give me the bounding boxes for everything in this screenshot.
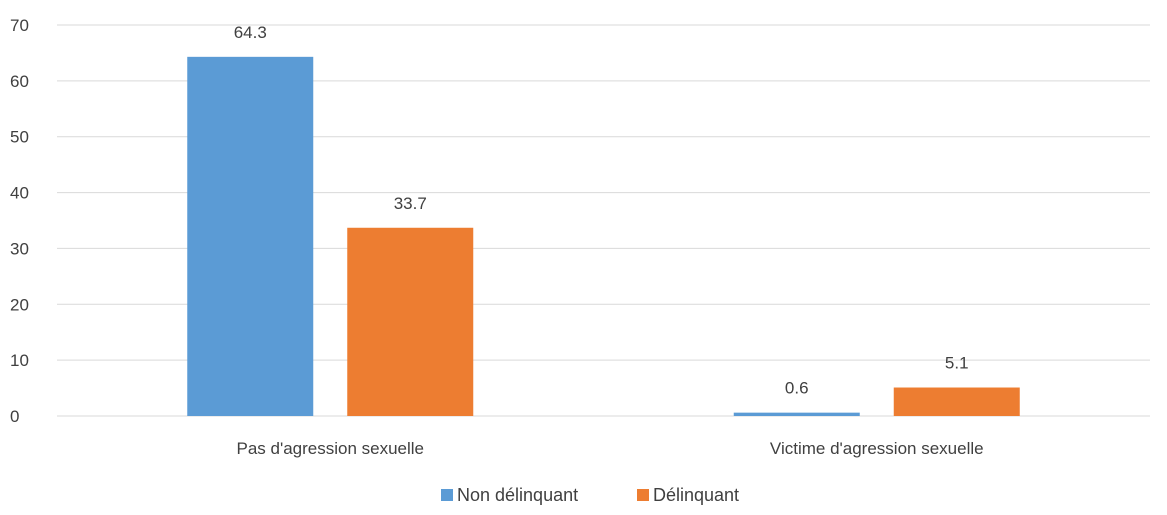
- data-label: 0.6: [785, 379, 809, 398]
- x-axis-categories: Pas d'agression sexuelle Victime d'agress…: [236, 439, 983, 458]
- legend-label: Délinquant: [653, 485, 739, 505]
- data-labels: 64.3 33.7 0.6 5.1: [234, 23, 969, 398]
- x-category-label: Pas d'agression sexuelle: [236, 439, 424, 458]
- y-tick-label: 10: [10, 351, 29, 370]
- x-category-label: Victime d'agression sexuelle: [770, 439, 984, 458]
- y-tick-label: 60: [10, 72, 29, 91]
- data-label: 33.7: [394, 194, 427, 213]
- bar-non-delinquant: [733, 412, 860, 416]
- legend-swatch: [637, 489, 649, 501]
- y-tick-label: 0: [10, 407, 19, 426]
- y-axis-ticks: 0 10 20 30 40 50 60 70: [10, 16, 29, 426]
- legend-label: Non délinquant: [457, 485, 578, 505]
- bar-delinquant: [347, 227, 474, 416]
- y-tick-label: 40: [10, 184, 29, 203]
- y-tick-label: 20: [10, 295, 29, 314]
- y-tick-label: 30: [10, 239, 29, 258]
- bar-non-delinquant: [187, 56, 314, 417]
- y-tick-label: 50: [10, 128, 29, 147]
- legend: Non délinquant Délinquant: [441, 485, 739, 505]
- data-label: 5.1: [945, 354, 969, 373]
- data-label: 64.3: [234, 23, 267, 42]
- bar-delinquant: [893, 387, 1020, 416]
- legend-swatch: [441, 489, 453, 501]
- bars: [187, 56, 1020, 417]
- y-tick-label: 70: [10, 16, 29, 35]
